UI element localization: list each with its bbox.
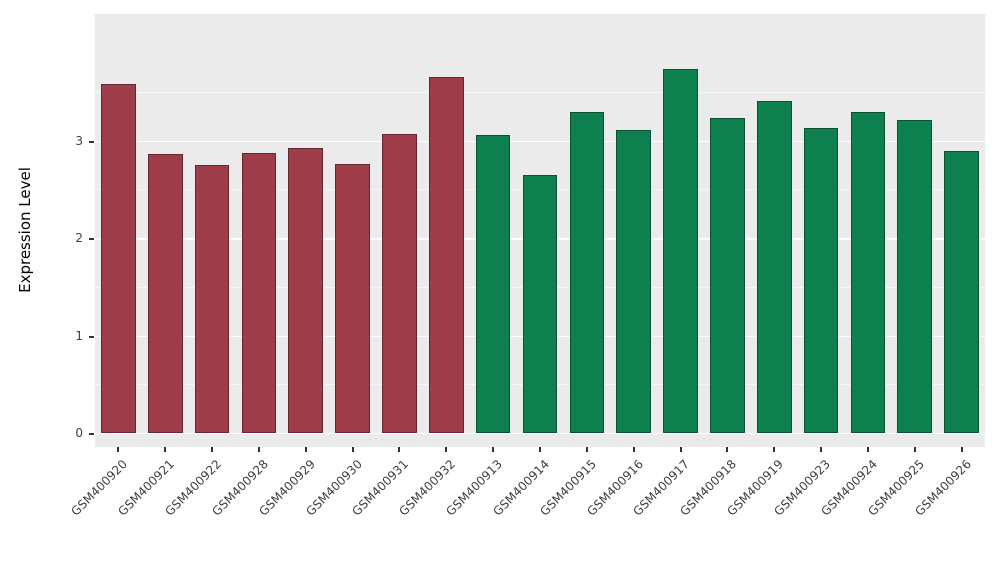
bar-GSM400919 <box>756 100 792 433</box>
x-axis-tick <box>164 447 167 452</box>
y-tick-label: 0 <box>75 426 83 440</box>
x-axis-tick <box>913 447 916 452</box>
y-axis-tick <box>89 140 94 143</box>
bar-GSM400924 <box>850 112 886 433</box>
bar-GSM400920 <box>101 84 136 433</box>
bar-GSM400917 <box>663 68 698 433</box>
x-axis-tick <box>960 447 963 452</box>
x-axis-tick <box>679 447 682 452</box>
bar-GSM400931 <box>382 133 417 433</box>
bar-GSM400923 <box>803 128 839 433</box>
bar-GSM400928 <box>241 153 277 433</box>
x-axis-tick <box>726 447 729 452</box>
y-tick-label: 1 <box>75 328 83 343</box>
x-axis-tick <box>492 447 495 452</box>
x-axis-tick <box>304 447 307 452</box>
bar-GSM400922 <box>194 165 230 433</box>
x-axis-tick <box>257 447 260 452</box>
bar-GSM400930 <box>335 164 370 433</box>
gridline-major <box>95 433 985 435</box>
plot-panel <box>95 14 985 447</box>
x-axis-tick <box>773 447 776 452</box>
x-axis-tick <box>351 447 354 452</box>
y-axis-tick <box>89 238 94 241</box>
bar-GSM400929 <box>288 148 324 433</box>
x-axis-tick <box>398 447 401 452</box>
x-axis-tick <box>117 447 120 452</box>
y-axis-tick <box>89 433 94 435</box>
x-axis-tick <box>866 447 869 452</box>
y-tick-label: 2 <box>75 231 83 246</box>
bar-GSM400915 <box>569 112 605 433</box>
x-axis-tick <box>445 447 448 452</box>
y-axis-tick <box>89 335 94 338</box>
bar-GSM400925 <box>897 120 933 433</box>
bar-GSM400918 <box>710 118 745 433</box>
gridline-minor <box>95 91 985 93</box>
x-axis-tick <box>539 447 541 452</box>
bar-GSM400921 <box>147 154 183 433</box>
bar-GSM400913 <box>475 134 511 433</box>
x-axis-tick <box>820 447 823 452</box>
x-axis-tick <box>632 447 635 452</box>
bar-GSM400914 <box>522 174 558 433</box>
bar-GSM400932 <box>428 77 464 433</box>
x-axis-tick <box>585 447 588 452</box>
bar-GSM400916 <box>616 129 651 433</box>
x-axis-tick <box>211 447 214 452</box>
bar-GSM400926 <box>944 151 979 433</box>
y-tick-label: 3 <box>75 133 83 148</box>
